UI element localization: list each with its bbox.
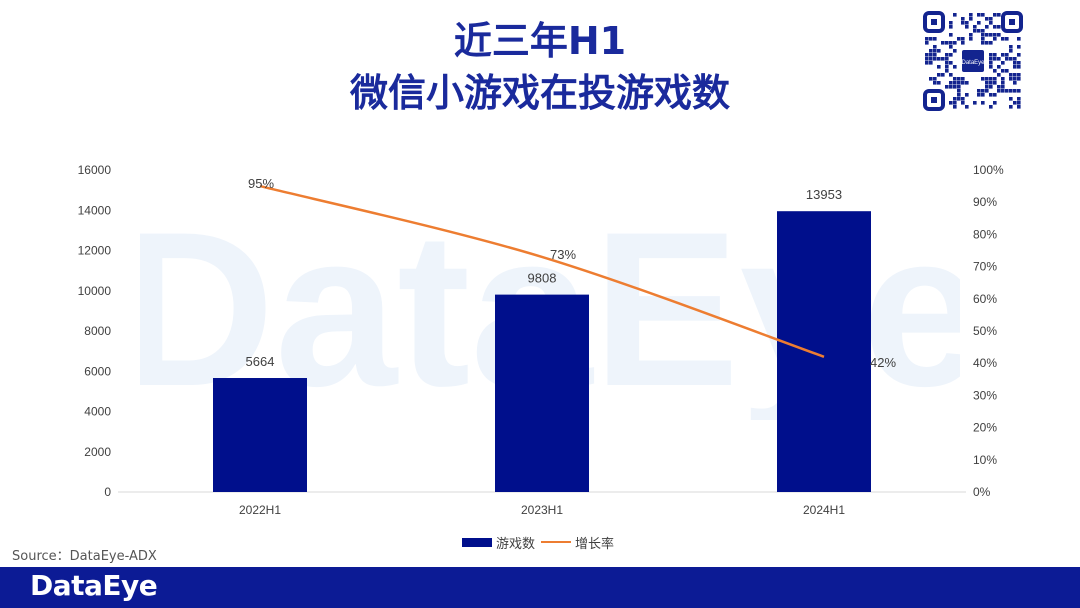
chart-title-line-1: 近三年H1 <box>453 19 627 63</box>
qr-logo-text: DataEye <box>961 60 985 66</box>
line-data-label: 73% <box>550 247 576 262</box>
right-axis-tick-label: 10% <box>973 453 997 467</box>
left-axis-tick-label: 8000 <box>84 324 111 338</box>
right-axis-tick-label: 0% <box>973 485 991 499</box>
footer-logo: DataEye <box>30 569 158 602</box>
right-axis-tick-label: 50% <box>973 324 997 338</box>
x-axis-tick-label: 2024H1 <box>803 503 845 517</box>
bar <box>213 378 307 492</box>
bar <box>495 294 589 492</box>
legend-line-swatch <box>541 541 572 543</box>
qr-code-icon: DataEye <box>921 9 1025 113</box>
legend-bar-swatch <box>462 537 492 547</box>
bar-data-label: 13953 <box>806 187 842 202</box>
legend-line-label: 增长率 <box>575 536 615 552</box>
left-axis-tick-label: 14000 <box>78 203 112 217</box>
footer-bar: DataEye <box>0 567 1080 608</box>
bar <box>777 211 871 493</box>
line-data-label: 42% <box>870 355 896 370</box>
right-axis-tick-label: 40% <box>973 356 997 370</box>
bar-data-label: 9808 <box>528 271 557 286</box>
x-axis-ticks: 2022H1 2023H1 2024H1 <box>239 503 845 517</box>
right-axis-tick-label: 90% <box>973 195 997 209</box>
left-axis-tick-label: 2000 <box>84 445 111 459</box>
growth-line <box>259 184 825 358</box>
chart-area: 0 2000 4000 6000 8000 10000 12000 14000 16000 0%… <box>78 163 1004 517</box>
right-axis-tick-label: 30% <box>973 388 997 402</box>
right-axis-tick-label: 80% <box>973 227 997 241</box>
left-axis-tick-label: 6000 <box>84 364 111 378</box>
right-axis-tick-label: 70% <box>973 260 997 274</box>
line-data-label: 95% <box>248 176 274 191</box>
right-axis-tick-label: 100% <box>973 163 1004 177</box>
right-axis-tick-label: 20% <box>973 421 997 435</box>
bar-series <box>213 211 871 493</box>
line-data-labels: 95% 73% 42% <box>248 176 896 370</box>
left-axis-tick-label: 16000 <box>78 163 112 177</box>
legend-bar-label: 游戏数 <box>496 536 536 552</box>
left-axis-tick-label: 0 <box>104 485 111 499</box>
legend: 游戏数 增长率 <box>462 533 615 552</box>
bar-data-label: 5664 <box>246 354 275 369</box>
left-axis-ticks: 0 2000 4000 6000 8000 10000 12000 14000 16000 <box>78 163 112 499</box>
chart-title-line-2: 微信小游戏在投游戏数 <box>349 71 730 115</box>
left-axis-tick-label: 4000 <box>84 405 111 419</box>
x-axis-tick-label: 2023H1 <box>521 503 563 517</box>
right-axis-ticks: 0% 10% 20% 30% 40% 50% 60% 70% 80% 90% 100% <box>973 163 1004 499</box>
bar-data-labels: 5664 9808 13953 <box>246 187 843 369</box>
left-axis-tick-label: 12000 <box>78 244 112 258</box>
right-axis-tick-label: 60% <box>973 292 997 306</box>
source-note: Source：DataEye-ADX <box>12 549 157 564</box>
left-axis-tick-label: 10000 <box>78 284 112 298</box>
x-axis-tick-label: 2022H1 <box>239 503 281 517</box>
